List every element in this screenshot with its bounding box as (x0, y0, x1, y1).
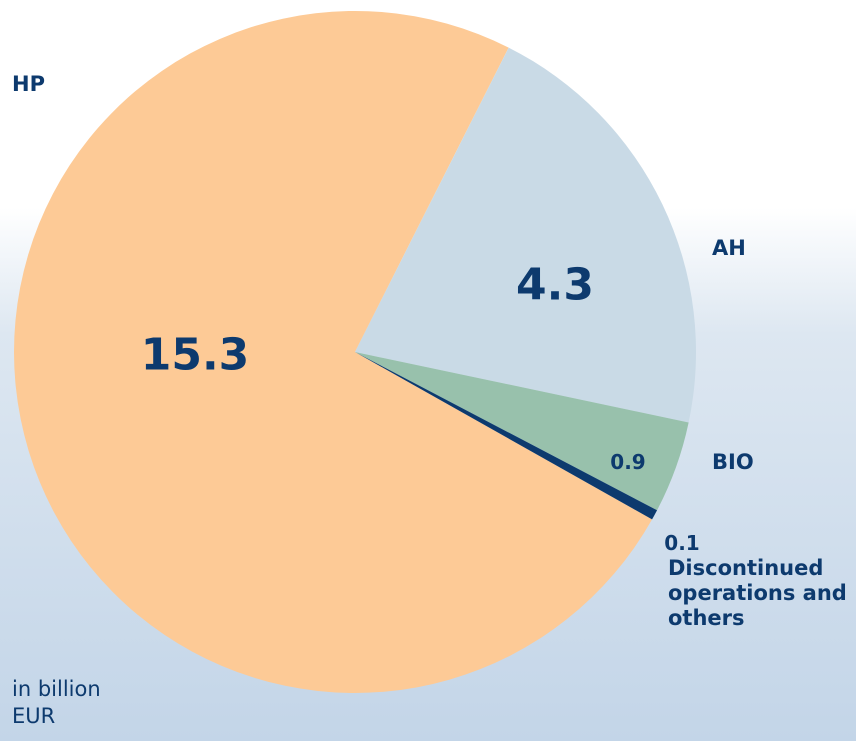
pie-slice (355, 352, 689, 511)
unit-note: in billion EUR (12, 677, 101, 729)
category-label: AH (712, 236, 746, 260)
pie-slice (13, 10, 653, 693)
value-label: 0.9 (610, 450, 646, 474)
category-label: Discontinued operations and others (668, 556, 847, 631)
category-label: HP (12, 72, 45, 96)
value-label: 4.3 (516, 259, 594, 311)
pie-slice (355, 352, 658, 520)
value-label: 15.3 (140, 329, 250, 381)
category-label: BIO (712, 450, 754, 474)
pie-slice (355, 47, 696, 423)
value-label: 0.1 (664, 531, 700, 555)
